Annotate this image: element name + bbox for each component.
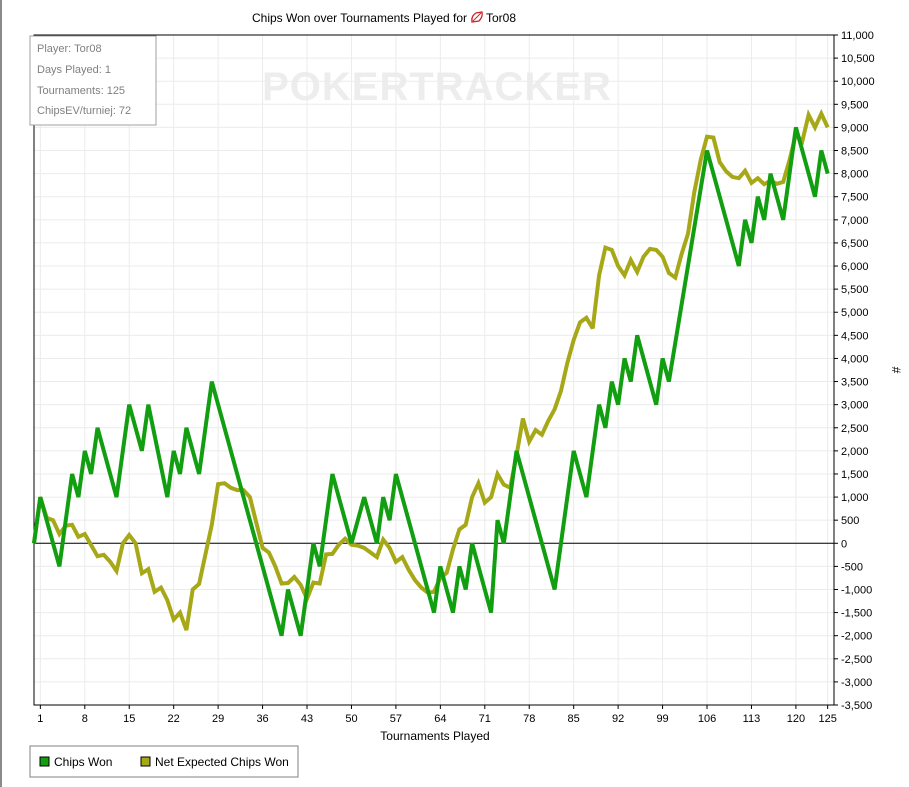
watermark-text: POKERTRACKER bbox=[262, 65, 612, 109]
legend-label-net-expected: Net Expected Chips Won bbox=[155, 755, 289, 769]
y-tick-label: -3,000 bbox=[841, 677, 872, 689]
info-player: Player: Tor08 bbox=[37, 43, 102, 55]
x-tick-label: 113 bbox=[743, 713, 761, 725]
x-tick-label: 57 bbox=[390, 713, 402, 725]
x-axis-label: Tournaments Played bbox=[380, 729, 489, 743]
y-axis-label: # bbox=[889, 367, 903, 374]
player-logo-icon bbox=[471, 11, 483, 23]
y-tick-label: 6,000 bbox=[841, 261, 869, 273]
x-tick-label: 125 bbox=[818, 713, 836, 725]
y-tick-label: -2,000 bbox=[841, 631, 872, 643]
y-tick-label: 3,000 bbox=[841, 400, 869, 412]
x-tick-label: 120 bbox=[787, 713, 805, 725]
x-tick-label: 92 bbox=[612, 713, 624, 725]
y-tick-label: 2,000 bbox=[841, 446, 869, 458]
info-chips-ev: ChipsEV/turniej: 72 bbox=[37, 105, 131, 117]
y-tick-label: 9,000 bbox=[841, 122, 869, 134]
y-tick-label: 0 bbox=[841, 538, 847, 550]
y-tick-label: -500 bbox=[841, 561, 863, 573]
x-tick-label: 29 bbox=[212, 713, 224, 725]
x-tick-label: 22 bbox=[168, 713, 180, 725]
x-tick-label: 1 bbox=[37, 713, 43, 725]
chart-title-prefix: Chips Won over Tournaments Played for bbox=[252, 11, 467, 25]
y-axis-ticks: -3,500 -3,000 -2,500 -2,000 -1,500 -1,000 -500… bbox=[834, 30, 875, 712]
y-tick-label: 7,000 bbox=[841, 215, 869, 227]
y-tick-label: 10,000 bbox=[841, 76, 875, 88]
x-tick-label: 8 bbox=[82, 713, 88, 725]
y-tick-label: 8,500 bbox=[841, 146, 869, 158]
y-tick-label: -1,500 bbox=[841, 608, 872, 620]
y-tick-label: 10,500 bbox=[841, 53, 875, 65]
y-tick-label: 1,000 bbox=[841, 492, 869, 504]
x-tick-label: 99 bbox=[656, 713, 668, 725]
x-tick-label: 78 bbox=[523, 713, 535, 725]
y-tick-label: -3,500 bbox=[841, 700, 872, 712]
y-tick-label: 7,500 bbox=[841, 192, 869, 204]
legend: Chips Won Net Expected Chips Won bbox=[29, 745, 299, 778]
y-tick-label: -2,500 bbox=[841, 654, 872, 666]
x-tick-label: 71 bbox=[479, 713, 491, 725]
x-tick-label: 50 bbox=[345, 713, 357, 725]
series-line-net-expected-chips-won bbox=[32, 108, 830, 631]
y-tick-label: 1,500 bbox=[841, 469, 869, 481]
y-tick-label: 8,000 bbox=[841, 169, 869, 181]
x-tick-label: 85 bbox=[568, 713, 580, 725]
info-box: Player: Tor08 Days Played: 1 Tournaments… bbox=[29, 35, 157, 126]
legend-swatch-chips-won bbox=[39, 756, 50, 767]
legend-frame bbox=[29, 745, 299, 778]
y-tick-label: 2,500 bbox=[841, 423, 869, 435]
series-line-chips-won bbox=[32, 126, 830, 637]
y-tick-label: 4,500 bbox=[841, 330, 869, 342]
x-tick-label: 43 bbox=[301, 713, 313, 725]
legend-swatch-net-expected bbox=[140, 756, 151, 767]
plot-area bbox=[33, 34, 835, 706]
y-tick-label: 3,500 bbox=[841, 377, 869, 389]
y-tick-label: 6,500 bbox=[841, 238, 869, 250]
x-tick-label: 64 bbox=[434, 713, 446, 725]
x-axis-ticks: 1 8 15 22 29 36 43 50 57 64 71 78 85 92 99 106 113 120 125 bbox=[37, 705, 837, 725]
series-lines bbox=[32, 108, 830, 637]
y-tick-label: -1,000 bbox=[841, 584, 872, 596]
y-tick-label: 11,000 bbox=[841, 30, 874, 42]
x-tick-label: 36 bbox=[256, 713, 268, 725]
y-tick-label: 500 bbox=[841, 515, 859, 527]
info-days-played: Days Played: 1 bbox=[37, 64, 111, 76]
info-tournaments: Tournaments: 125 bbox=[37, 85, 125, 97]
y-tick-label: 4,000 bbox=[841, 353, 869, 365]
x-tick-label: 106 bbox=[698, 713, 716, 725]
chart-title: Chips Won over Tournaments Played for To… bbox=[252, 11, 516, 25]
chart-title-player: Tor08 bbox=[486, 11, 516, 25]
window-left-border bbox=[0, 0, 2, 787]
info-box-frame bbox=[29, 35, 157, 126]
legend-label-chips-won: Chips Won bbox=[54, 755, 112, 769]
y-tick-label: 5,500 bbox=[841, 284, 869, 296]
y-tick-label: 9,500 bbox=[841, 99, 869, 111]
grid-lines bbox=[34, 34, 834, 706]
y-tick-label: 5,000 bbox=[841, 307, 869, 319]
x-tick-label: 15 bbox=[123, 713, 135, 725]
